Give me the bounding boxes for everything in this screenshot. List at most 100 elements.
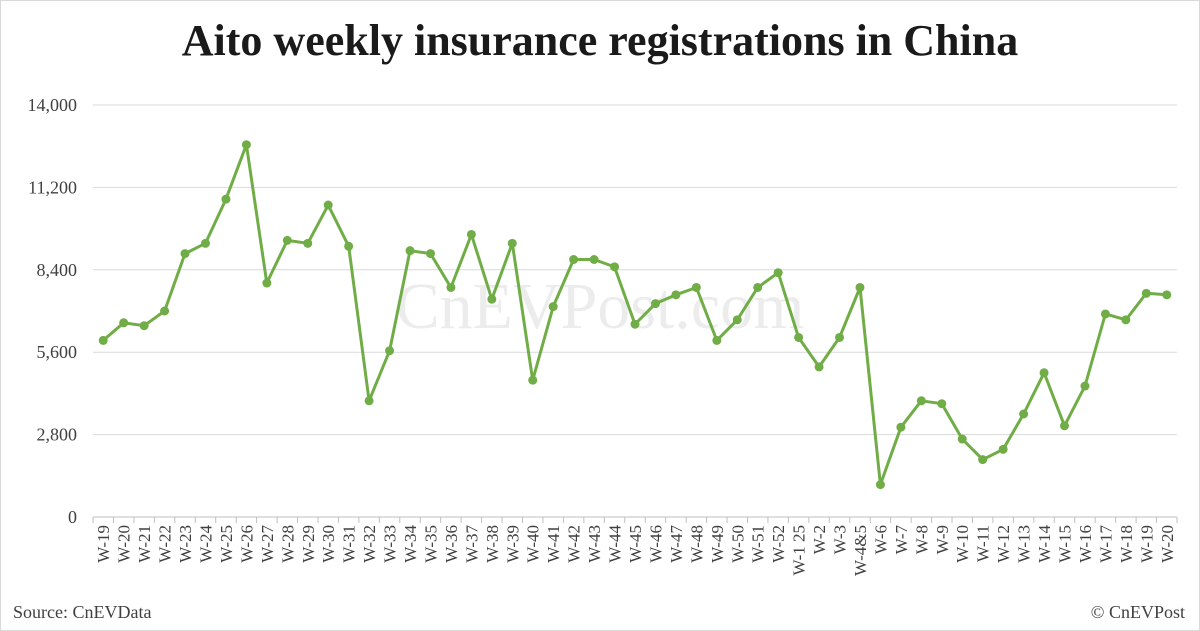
x-tick-label: W-47 <box>667 525 686 563</box>
data-point <box>364 396 374 406</box>
data-point <box>1121 315 1131 325</box>
data-point <box>98 335 108 345</box>
data-point <box>712 335 722 345</box>
x-tick-label: W-49 <box>708 525 727 563</box>
x-tick-label: W-13 <box>1015 525 1034 563</box>
data-point <box>1039 368 1049 378</box>
x-tick-label: W-26 <box>237 525 256 563</box>
data-point <box>548 302 558 312</box>
data-point <box>998 444 1008 454</box>
x-tick-label: W-23 <box>176 525 195 563</box>
x-tick-label: W-46 <box>646 525 665 563</box>
data-point <box>139 321 149 331</box>
x-tick-label: W-36 <box>442 525 461 563</box>
y-tick-label: 5,600 <box>37 342 78 362</box>
x-tick-label: W-8 <box>912 525 931 554</box>
data-point <box>344 241 354 251</box>
source-note: Source: CnEVData <box>13 602 152 622</box>
data-point <box>835 332 845 342</box>
x-tick-label: W-1 25 <box>790 525 809 576</box>
data-point <box>1162 290 1172 300</box>
x-tick-label: W-24 <box>196 525 215 563</box>
data-point <box>507 238 517 248</box>
data-point <box>650 299 660 309</box>
data-point <box>1060 421 1070 431</box>
data-point <box>528 375 538 385</box>
data-point <box>303 238 313 248</box>
chart-title: Aito weekly insurance registrations in C… <box>181 16 1019 65</box>
x-tick-label: W-44 <box>606 525 625 563</box>
x-tick-label: W-22 <box>156 525 175 563</box>
x-tick-label: W-2 <box>810 525 829 554</box>
x-tick-label: W-32 <box>360 525 379 563</box>
x-tick-label: W-33 <box>381 525 400 563</box>
data-point <box>610 262 620 272</box>
x-tick-label: W-41 <box>544 525 563 563</box>
x-tick-label: W-40 <box>524 525 543 563</box>
x-tick-label: W-10 <box>953 525 972 563</box>
x-tick-label: W-15 <box>1056 525 1075 563</box>
data-point <box>119 318 129 328</box>
data-point <box>466 229 476 239</box>
data-point <box>282 235 292 245</box>
x-tick-label: W-28 <box>278 525 297 563</box>
data-point <box>794 332 804 342</box>
data-point <box>691 282 701 292</box>
x-tick-label: W-19 <box>1137 525 1156 563</box>
x-tick-label: W-29 <box>299 525 318 563</box>
x-tick-label: W-31 <box>340 525 359 563</box>
data-point <box>630 319 640 329</box>
data-point <box>1141 288 1151 298</box>
data-point <box>1080 381 1090 391</box>
data-point <box>732 315 742 325</box>
x-tick-label: W-12 <box>994 525 1013 563</box>
x-tick-label: W-6 <box>871 525 890 554</box>
data-point <box>916 396 926 406</box>
x-tick-label: W-11 <box>974 525 993 562</box>
x-tick-label: W-7 <box>892 525 911 555</box>
x-tick-label: W-21 <box>135 525 154 563</box>
data-point <box>241 140 251 150</box>
x-tick-label: W-17 <box>1096 525 1115 563</box>
x-tick-label: W-20 <box>115 525 134 563</box>
x-tick-label: W-45 <box>626 525 645 563</box>
x-tick-label: W-42 <box>565 525 584 563</box>
data-point <box>323 200 333 210</box>
x-tick-label: W-19 <box>94 525 113 563</box>
x-tick-label: W-51 <box>749 525 768 563</box>
x-axis-tick-labels: W-19 W-20 W-21 W-22 W-23 W-24 W-25 W-26 W-27 W-28… <box>94 525 1177 576</box>
copyright-note: © CnEVPost <box>1090 602 1185 622</box>
data-point <box>937 399 947 409</box>
y-tick-label: 14,000 <box>28 95 78 115</box>
data-point <box>753 282 763 292</box>
data-point <box>957 434 967 444</box>
data-point <box>589 255 599 264</box>
data-point <box>487 294 497 304</box>
y-tick-label: 8,400 <box>37 260 78 280</box>
data-point <box>221 194 231 204</box>
x-tick-label: W-18 <box>1117 525 1136 563</box>
x-tick-label: W-20 <box>1158 525 1177 563</box>
data-point <box>446 282 456 292</box>
data-point <box>180 249 190 259</box>
data-point <box>569 255 579 264</box>
x-tick-label: W-37 <box>462 525 481 563</box>
data-point <box>405 246 415 256</box>
x-tick-label: W-50 <box>728 525 747 563</box>
data-point <box>814 362 824 372</box>
x-axis <box>92 516 1178 523</box>
x-tick-label: W-48 <box>687 525 706 563</box>
x-tick-label: W-4&5 <box>851 525 870 576</box>
x-tick-label: W-52 <box>769 525 788 563</box>
y-tick-label: 0 <box>68 507 77 527</box>
data-point <box>262 278 272 288</box>
y-tick-label: 11,200 <box>28 177 77 197</box>
y-axis-tick-labels: 0 2,800 5,600 8,400 11,200 14,000 <box>28 95 78 527</box>
y-tick-label: 2,800 <box>37 425 78 445</box>
gridlines <box>93 104 1177 436</box>
data-point <box>1100 309 1110 319</box>
data-point <box>978 455 988 465</box>
x-tick-label: W-27 <box>258 525 277 563</box>
x-tick-label: W-39 <box>503 525 522 563</box>
